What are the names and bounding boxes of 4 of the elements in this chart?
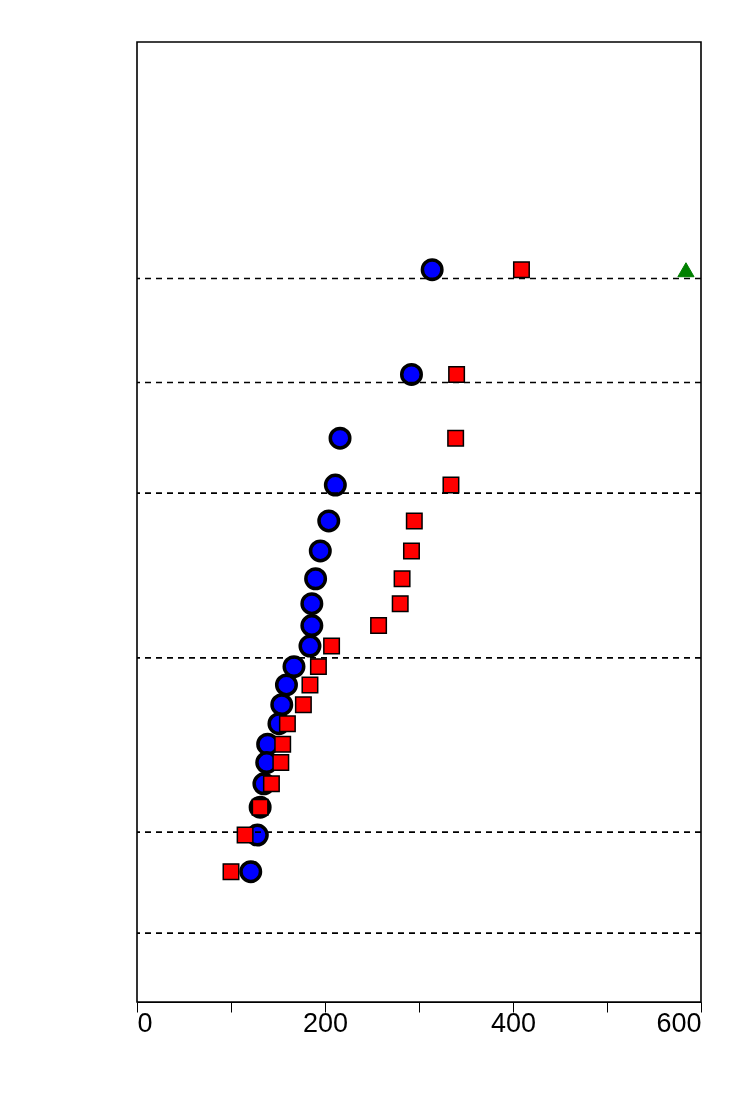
x-tick-label: 600: [656, 1007, 702, 1038]
x-tick-label: 200: [302, 1007, 349, 1038]
x-tick-label: 400: [490, 1007, 537, 1038]
x-tick-label: 0: [137, 1007, 153, 1038]
